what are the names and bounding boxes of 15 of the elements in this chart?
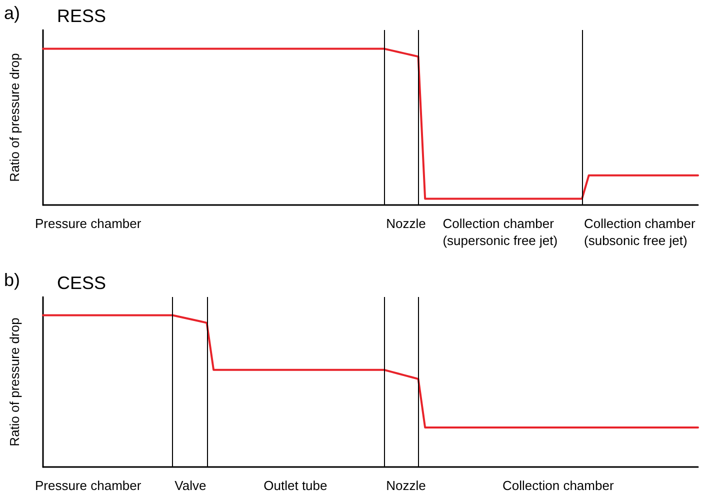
chart-title: RESS xyxy=(57,6,106,26)
y-axis-title: Ratio of pressure drop xyxy=(7,318,22,446)
chart-title: CESS xyxy=(57,273,106,293)
text: Collection chamber (subsonic free jet) xyxy=(584,216,696,248)
text: Pressure chamber xyxy=(35,478,142,493)
text: Outlet tube xyxy=(264,478,328,493)
text: Nozzle xyxy=(386,478,426,493)
text: Valve xyxy=(174,478,206,493)
text: Collection chamber xyxy=(502,478,614,493)
y-axis-title: Ratio of pressure drop xyxy=(7,53,22,182)
text: a) xyxy=(4,3,20,23)
text: Collection chamber (supersonic free jet) xyxy=(442,216,558,248)
text: b) xyxy=(4,270,20,290)
text: Pressure chamber xyxy=(35,216,142,231)
text: Nozzle xyxy=(386,216,426,231)
